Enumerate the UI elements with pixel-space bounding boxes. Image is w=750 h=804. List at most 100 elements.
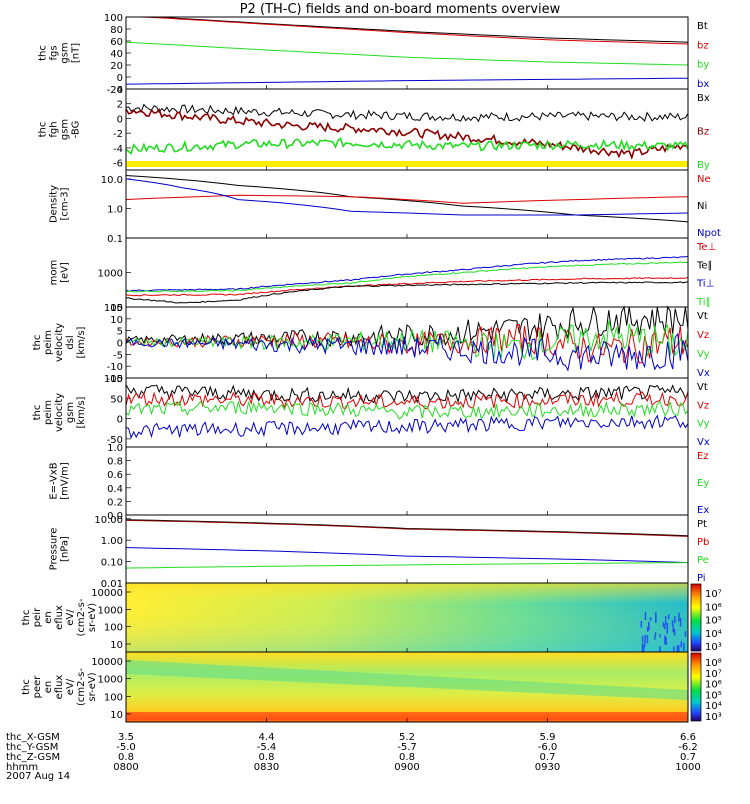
spectrogram-speck (659, 634, 661, 638)
colorbar-label: 10³ (705, 712, 722, 723)
series-line-black (125, 281, 689, 304)
y-axis-label: thc (21, 679, 32, 695)
series-line-red (125, 276, 689, 297)
y-tick-label: 1000 (98, 269, 123, 280)
spectrogram-speck (644, 634, 647, 638)
y-axis-label: (cm2-s- (76, 598, 87, 636)
series-line-green (125, 41, 689, 66)
series-line-red (126, 16, 689, 45)
y-tick-label: 0 (117, 73, 123, 84)
spectrogram-speck (644, 636, 646, 644)
legend-entry: Ey (697, 478, 709, 489)
colorbar-label: 10⁵ (705, 690, 722, 701)
spectrogram-speck (664, 616, 667, 620)
y-axis-label: fgh (49, 121, 60, 137)
y-tick-label: 100 (104, 692, 123, 703)
spectrogram-speck (665, 637, 667, 645)
y-tick-label: 0.8 (107, 457, 123, 468)
y-axis-label: eV/ (65, 609, 76, 626)
y-tick-label: 0.0 (107, 511, 123, 522)
y-tick-label: 100 (104, 303, 123, 314)
x-axis-value: 0930 (535, 762, 560, 773)
y-tick-label: 1000 (98, 605, 123, 616)
y-tick-label: 10000 (91, 657, 123, 668)
legend-entry: Pe (697, 555, 709, 566)
colorbar-label: 10⁶ (705, 680, 722, 691)
panel-8: 10.00 1.00 0.10 0.01 Pressure [nPa] Pt Pb Pe Pi (49, 514, 709, 590)
legend-entry: Ti⊥ (696, 279, 714, 290)
colorbar-label: 10⁷ (705, 669, 722, 680)
series-line-black (125, 103, 689, 123)
y-axis-label: [km/s] (76, 326, 87, 358)
legend-entry: Ti∥ (696, 297, 711, 308)
series-line-blue (125, 256, 689, 292)
y-axis-label: [nPa] (60, 536, 71, 562)
y-tick-label: 10.00 (94, 515, 123, 526)
spectrogram-speck (655, 614, 657, 624)
y-tick-label: 0.10 (101, 558, 123, 569)
x-axis-value: 0800 (113, 762, 138, 773)
y-tick-label: 10.0 (101, 175, 123, 186)
y-axis-label: gsm (60, 42, 71, 63)
colorbar-label: 10⁵ (705, 616, 722, 627)
series-line-green (125, 400, 689, 420)
legend-entry: Ex (697, 505, 709, 516)
spectrogram-electron-band (126, 660, 688, 700)
legend-entry: Vt (697, 311, 708, 322)
y-axis-label: eflux (54, 605, 65, 630)
series-line-green (125, 562, 689, 569)
legend-entry: Pi (697, 573, 706, 584)
spectrogram-speck (662, 622, 665, 628)
series-line-black (125, 175, 689, 223)
y-tick-label: 80 (110, 25, 123, 36)
panel-frame (125, 88, 689, 171)
spectrogram-speck (654, 632, 657, 637)
legend-entry: Npot (697, 228, 721, 239)
x-axis-value: 0.8 (259, 752, 275, 763)
y-tick-label: 0.6 (107, 470, 123, 481)
spectrogram-speck (665, 619, 667, 625)
y-tick-label: -5 (113, 350, 123, 361)
y-axis-label: dsl (65, 335, 76, 349)
y-axis-label: mom (49, 260, 60, 286)
y-tick-label: 60 (110, 37, 123, 48)
panel-3: 10.0 1.0 0.1 Density [cm-3] Ne Ni Npot (49, 169, 721, 245)
series-line-blue (125, 414, 689, 440)
panel-frame (125, 169, 689, 239)
y-tick-label: 2 (117, 100, 123, 111)
panel-9: 10⁷ 10⁶ 10⁵ 10⁴ 10³ 10000 1000 100 10 thc peir en ef… (21, 582, 722, 656)
y-axis-label: gsm (65, 402, 76, 423)
series-line-red (125, 194, 689, 204)
y-tick-label: -50 (107, 435, 123, 446)
y-tick-label: 0.01 (101, 579, 123, 590)
colorbar-label: 10⁸ (705, 658, 722, 669)
spectrogram-speck (674, 616, 676, 624)
y-tick-label: 40 (110, 49, 123, 60)
y-tick-label: -4 (113, 144, 123, 155)
spectrogram-speck (673, 628, 676, 636)
legend-entry: Vy (697, 349, 710, 360)
spectrogram-speck (664, 635, 666, 645)
legend-entry: Vt (697, 382, 708, 393)
y-axis-label: gsm (60, 119, 71, 140)
x-axis-value: 5.9 (540, 732, 556, 743)
spectrogram-speck (646, 626, 649, 632)
legend-entry: Te∥ (696, 260, 713, 271)
spectrogram-speck (671, 620, 674, 626)
y-axis-label: [km/s] (76, 396, 87, 428)
y-tick-label: 100 (104, 13, 123, 24)
spectrogram-speck (640, 620, 643, 628)
legend-entry: Ez (697, 451, 709, 462)
y-tick-label: -20 (107, 85, 123, 96)
series-line-green (125, 137, 689, 155)
quality-flag-bar (126, 161, 688, 167)
x-axis-value: 0900 (394, 762, 419, 773)
y-tick-label: 10 (110, 315, 123, 326)
panel-4: 1000 100 mom [eV] Te⊥ Te∥ Ti⊥ Ti∥ (49, 237, 716, 314)
spectrogram-speck (672, 624, 674, 633)
x-axis-value: 0.7 (680, 752, 696, 763)
colorbar-label: 10⁶ (705, 602, 722, 613)
legend-entry: bx (697, 79, 709, 90)
